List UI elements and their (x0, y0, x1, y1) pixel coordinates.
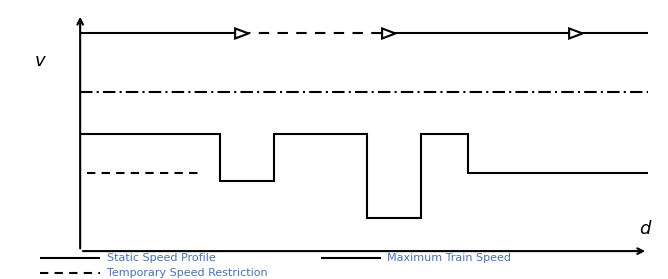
Polygon shape (235, 28, 248, 39)
Text: Static Speed Profile: Static Speed Profile (107, 253, 216, 263)
Polygon shape (569, 28, 582, 39)
Polygon shape (382, 28, 395, 39)
Text: Maximum Train Speed: Maximum Train Speed (387, 253, 512, 263)
Text: v: v (35, 52, 45, 70)
Text: d: d (639, 220, 651, 238)
Text: Temporary Speed Restriction: Temporary Speed Restriction (107, 268, 267, 278)
